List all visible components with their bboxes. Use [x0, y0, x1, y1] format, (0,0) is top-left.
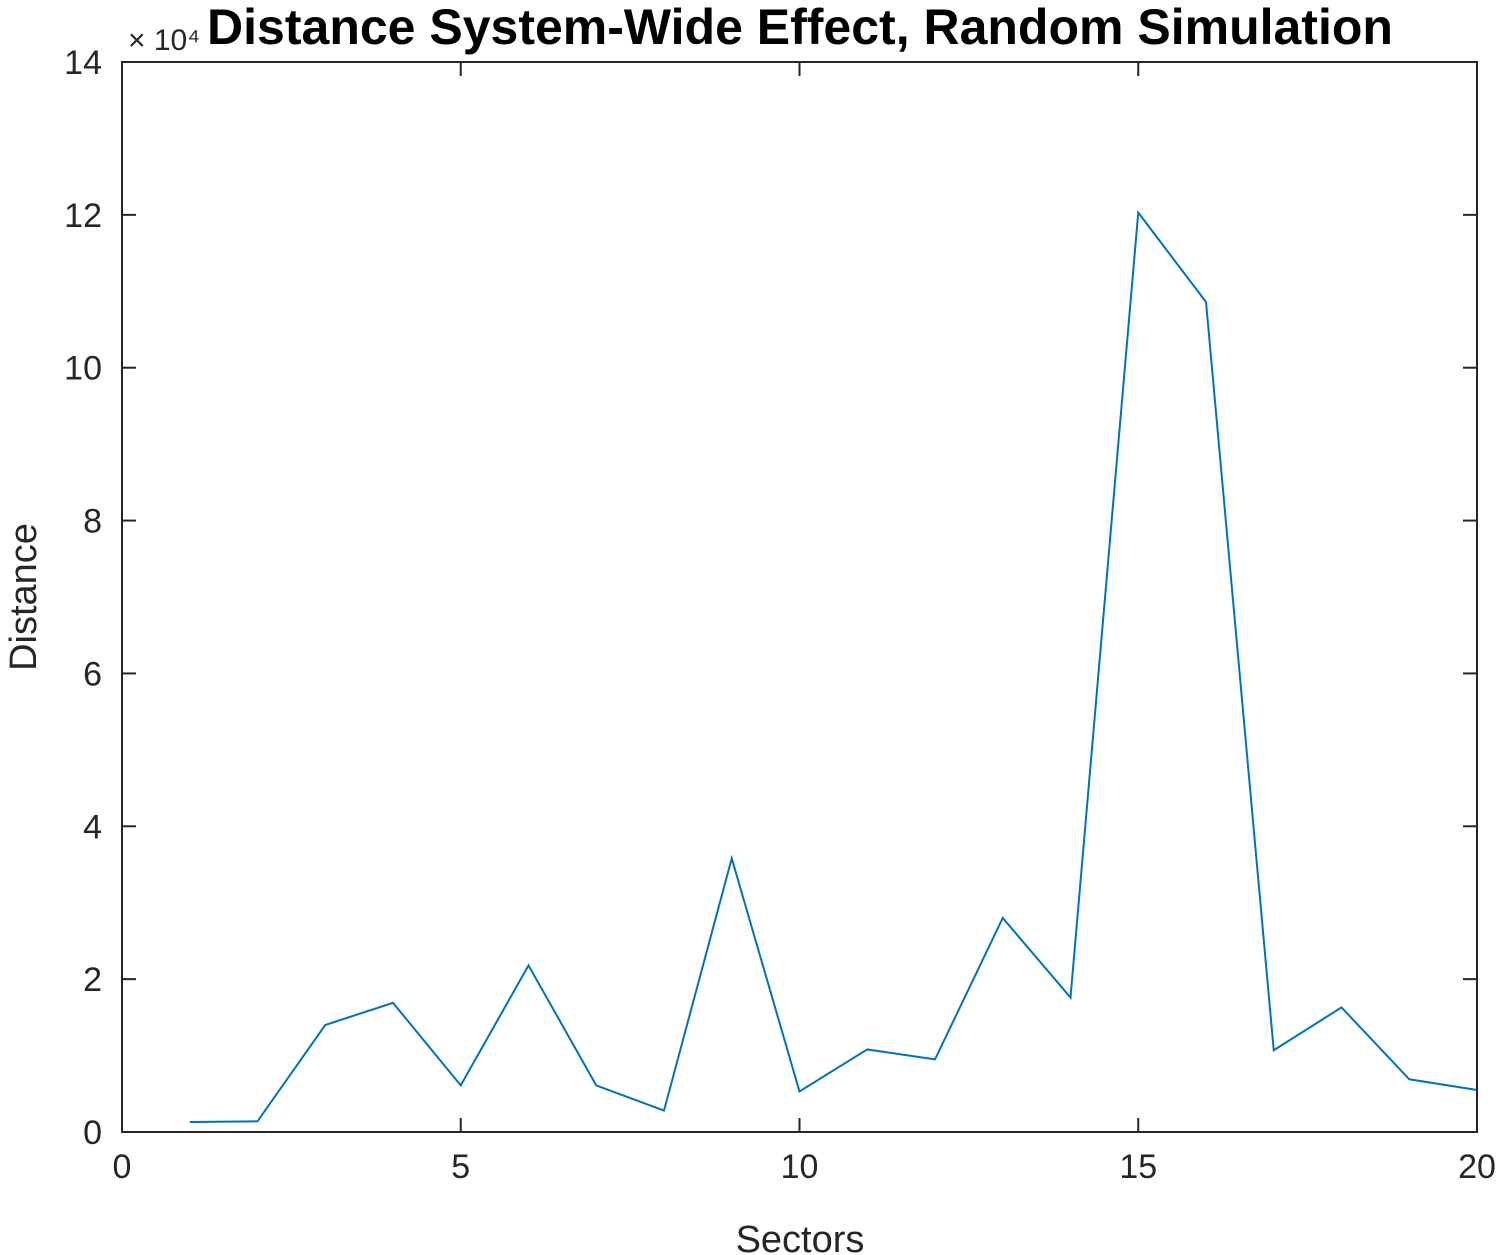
y-axis-label: Distance — [3, 523, 45, 671]
y-tick-label: 6 — [83, 655, 102, 693]
y-tick-label: 14 — [64, 44, 102, 82]
y-tick-label: 12 — [64, 197, 102, 235]
x-tick-label: 10 — [781, 1148, 819, 1186]
chart-title: Distance System-Wide Effect, Random Simu… — [207, 0, 1393, 55]
x-tick-label: 0 — [113, 1148, 132, 1186]
y-tick-label: 10 — [64, 350, 102, 388]
y-tick-label: 2 — [83, 961, 102, 999]
x-tick-label: 5 — [451, 1148, 470, 1186]
y-tick-label: 0 — [83, 1114, 102, 1152]
x-tick-label: 20 — [1458, 1148, 1496, 1186]
series-layer — [189, 209, 1478, 1124]
x-axis-label: Sectors — [736, 1219, 865, 1255]
y-multiplier-label: × 10⁴ — [128, 24, 200, 57]
y-tick-label: 8 — [83, 503, 102, 541]
tick-labels-layer: 0 5 10 15 20 0 2 4 6 8 10 12 14 — [64, 44, 1496, 1186]
plot-area — [122, 62, 1477, 1132]
x-tick-label: 15 — [1119, 1148, 1157, 1186]
axes-box — [121, 61, 1478, 1133]
series-line — [189, 209, 1478, 1124]
y-tick-label: 4 — [83, 808, 102, 846]
